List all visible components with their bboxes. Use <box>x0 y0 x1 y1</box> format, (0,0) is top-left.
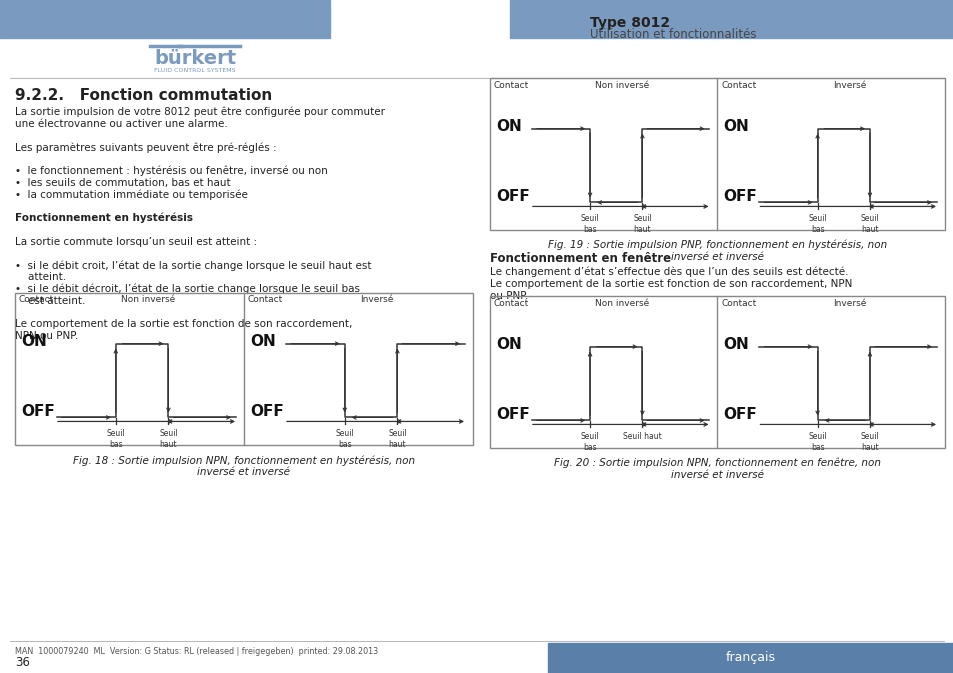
Text: Contact: Contact <box>248 295 283 304</box>
Text: •  le fonctionnement : hystérésis ou fenêtre, inversé ou non: • le fonctionnement : hystérésis ou fenê… <box>15 166 328 176</box>
Text: NPN ou PNP.: NPN ou PNP. <box>15 331 78 341</box>
Text: Contact: Contact <box>19 295 54 304</box>
Text: Seuil
haut: Seuil haut <box>860 215 879 234</box>
Text: Fonctionnement en hystérésis: Fonctionnement en hystérésis <box>15 213 193 223</box>
Text: Seuil
haut: Seuil haut <box>860 433 879 452</box>
Text: Seuil
bas: Seuil bas <box>580 433 598 452</box>
Text: inversé et inversé: inversé et inversé <box>670 252 763 262</box>
Text: Fonctionnement en fenêtre: Fonctionnement en fenêtre <box>490 252 670 264</box>
Text: Le comportement de la sortie est fonction de son raccordement, NPN: Le comportement de la sortie est fonctio… <box>490 279 851 289</box>
Text: ON: ON <box>722 119 748 134</box>
Text: inversé et inversé: inversé et inversé <box>670 470 763 480</box>
Text: bürkert: bürkert <box>153 50 235 69</box>
Text: Seuil
bas: Seuil bas <box>107 429 125 449</box>
Text: Inversé: Inversé <box>832 299 865 308</box>
Text: Non inversé: Non inversé <box>595 81 648 90</box>
Text: Fig. 20 : Sortie impulsion NPN, fonctionnement en fenêtre, non: Fig. 20 : Sortie impulsion NPN, fonction… <box>554 458 880 468</box>
Text: 36: 36 <box>15 656 30 668</box>
Text: français: français <box>725 651 775 664</box>
Text: FLUID CONTROL SYSTEMS: FLUID CONTROL SYSTEMS <box>154 67 235 73</box>
Text: Contact: Contact <box>720 81 756 90</box>
Bar <box>547 643 953 673</box>
Text: Non inversé: Non inversé <box>121 295 174 304</box>
Bar <box>490 78 944 230</box>
Text: atteint.: atteint. <box>15 272 66 282</box>
Text: OFF: OFF <box>496 407 529 422</box>
Text: Les paramètres suivants peuvent être pré-réglés :: Les paramètres suivants peuvent être pré… <box>15 142 276 153</box>
Text: Inversé: Inversé <box>832 81 865 90</box>
Bar <box>0 0 330 38</box>
Text: Seuil
bas: Seuil bas <box>807 215 826 234</box>
Text: Seuil
bas: Seuil bas <box>807 433 826 452</box>
Text: OFF: OFF <box>250 404 283 419</box>
Text: Contact: Contact <box>494 81 529 90</box>
Text: OFF: OFF <box>496 189 529 204</box>
Text: La sortie impulsion de votre 8012 peut être configurée pour commuter: La sortie impulsion de votre 8012 peut ê… <box>15 107 385 117</box>
Text: •  les seuils de commutation, bas et haut: • les seuils de commutation, bas et haut <box>15 178 231 188</box>
Text: ou PNP.: ou PNP. <box>490 291 528 301</box>
Text: inversé et inversé: inversé et inversé <box>197 467 291 477</box>
Text: Fig. 18 : Sortie impulsion NPN, fonctionnement en hystérésis, non: Fig. 18 : Sortie impulsion NPN, fonction… <box>72 455 415 466</box>
Text: Type 8012: Type 8012 <box>589 16 669 30</box>
Text: •  la commutation immédiate ou temporisée: • la commutation immédiate ou temporisée <box>15 189 248 200</box>
Text: Fig. 19 : Sortie impulsion PNP, fonctionnement en hystérésis, non: Fig. 19 : Sortie impulsion PNP, fonction… <box>547 240 886 250</box>
Text: Non inversé: Non inversé <box>595 299 648 308</box>
Text: une électrovanne ou activer une alarme.: une électrovanne ou activer une alarme. <box>15 119 228 129</box>
Text: Seuil
bas: Seuil bas <box>580 215 598 234</box>
Text: Seuil
haut: Seuil haut <box>159 429 177 449</box>
Text: MAN  1000079240  ML  Version: G Status: RL (released | freigegeben)  printed: 29: MAN 1000079240 ML Version: G Status: RL … <box>15 647 377 656</box>
Text: Contact: Contact <box>720 299 756 308</box>
Text: Le comportement de la sortie est fonction de son raccordement,: Le comportement de la sortie est fonctio… <box>15 320 352 329</box>
Text: ON: ON <box>722 337 748 352</box>
Bar <box>15 293 473 445</box>
Text: ON: ON <box>496 337 521 352</box>
Text: Seuil
bas: Seuil bas <box>335 429 354 449</box>
Text: OFF: OFF <box>722 407 757 422</box>
Text: Utilisation et fonctionnalités: Utilisation et fonctionnalités <box>589 28 756 42</box>
Text: Seuil haut: Seuil haut <box>622 433 661 441</box>
Text: ON: ON <box>250 334 275 349</box>
Text: La sortie commute lorsqu’un seuil est atteint :: La sortie commute lorsqu’un seuil est at… <box>15 237 257 247</box>
Text: •  si le débit décroit, l’état de la sortie change lorsque le seuil bas: • si le débit décroit, l’état de la sort… <box>15 284 359 294</box>
Text: Seuil
haut: Seuil haut <box>633 215 651 234</box>
Text: Le changement d’état s’effectue dès que l’un des seuils est détecté.: Le changement d’état s’effectue dès que … <box>490 267 847 277</box>
Bar <box>510 0 953 38</box>
Bar <box>490 296 944 448</box>
Text: est atteint.: est atteint. <box>15 296 85 306</box>
Text: ON: ON <box>21 334 47 349</box>
Text: Inversé: Inversé <box>359 295 393 304</box>
Text: Seuil
haut: Seuil haut <box>388 429 406 449</box>
Text: OFF: OFF <box>722 189 757 204</box>
Text: Contact: Contact <box>494 299 529 308</box>
Text: 9.2.2.   Fonction commutation: 9.2.2. Fonction commutation <box>15 87 272 102</box>
Text: ON: ON <box>496 119 521 134</box>
Text: •  si le débit croit, l’état de la sortie change lorsque le seuil haut est: • si le débit croit, l’état de la sortie… <box>15 260 371 271</box>
Text: OFF: OFF <box>21 404 54 419</box>
